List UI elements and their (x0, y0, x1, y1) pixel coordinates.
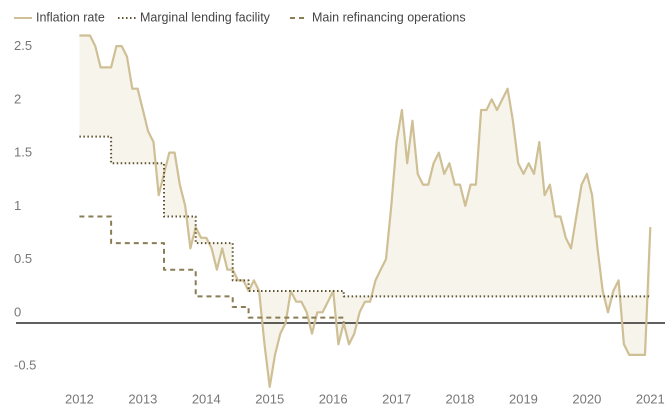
legend-label: Main refinancing operations (312, 10, 466, 24)
x-tick-label: 2015 (255, 391, 284, 406)
series-line (79, 34, 652, 388)
x-tick-label: 2021 (636, 391, 665, 406)
series-line (79, 135, 651, 298)
x-tick-label: 2013 (128, 391, 157, 406)
x-tick-label: 2018 (446, 391, 475, 406)
y-tick-label: 2 (14, 91, 21, 106)
y-tick-label: 0 (14, 304, 21, 319)
y-tick-label: 2.5 (14, 38, 32, 53)
x-tick-label: 2014 (192, 391, 221, 406)
y-tick-label: 1.5 (14, 145, 32, 160)
x-tick-label: 2012 (65, 391, 94, 406)
series-line (79, 215, 345, 323)
legend-label: Inflation rate (36, 10, 105, 24)
x-tick-label: 2019 (509, 391, 538, 406)
x-tick-label: 2017 (382, 391, 411, 406)
x-tick-label: 2016 (319, 391, 348, 406)
y-tick-label: 1 (14, 198, 21, 213)
x-tick-label: 2020 (572, 391, 601, 406)
y-tick-label: -0.5 (14, 358, 36, 373)
gap-area (79, 35, 651, 387)
y-tick-label: 0.5 (14, 251, 32, 266)
legend-label: Marginal lending facility (140, 10, 271, 24)
